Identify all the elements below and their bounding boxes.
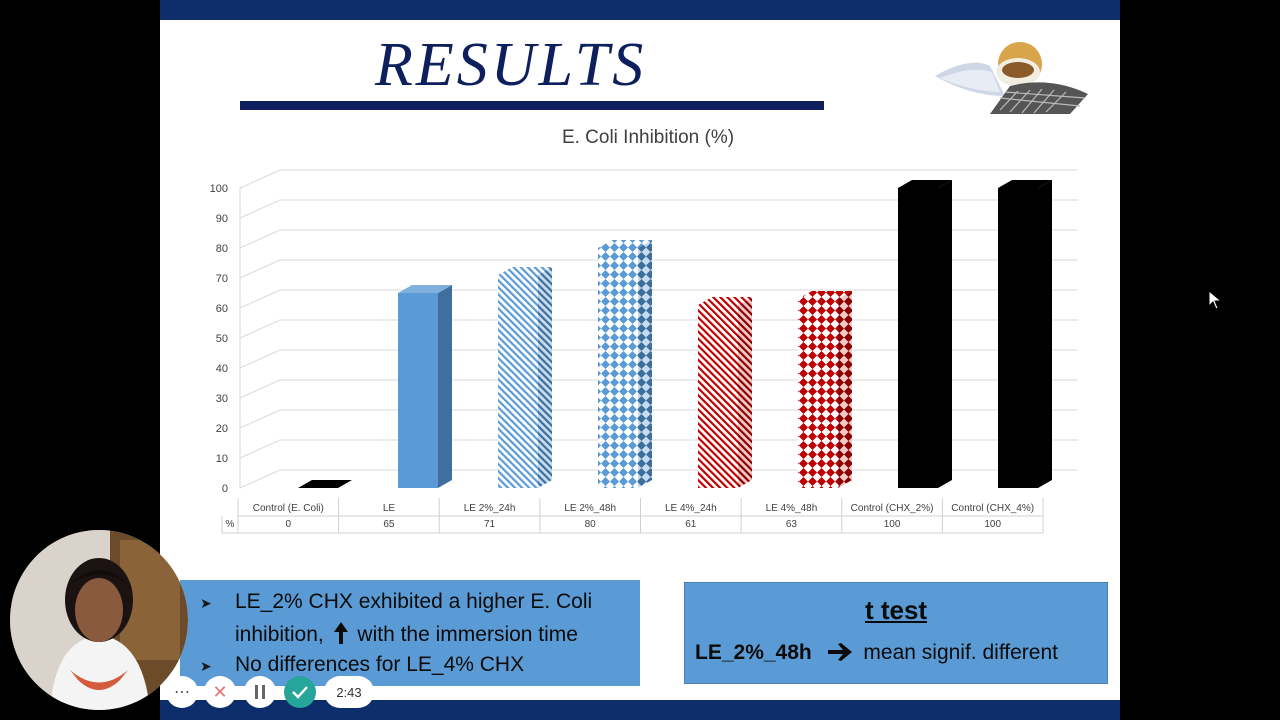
data-label: 80 bbox=[585, 519, 597, 530]
chart-y-axis: 0 10 20 30 40 50 60 70 80 90 100 bbox=[210, 183, 228, 495]
gridline bbox=[239, 439, 1078, 459]
y-tick-label: 40 bbox=[216, 363, 228, 375]
mouse-cursor-icon bbox=[1208, 290, 1222, 310]
slide-bottom-bar bbox=[160, 700, 1120, 720]
gridline bbox=[239, 319, 1078, 339]
gridline bbox=[239, 229, 1078, 249]
y-tick-label: 90 bbox=[216, 213, 228, 225]
gridline bbox=[239, 169, 1078, 189]
up-arrow-icon bbox=[333, 622, 348, 644]
category-label: LE 4%_24h bbox=[665, 503, 717, 514]
category-label: Control (CHX_2%) bbox=[851, 503, 934, 514]
category-label: Control (E. Coli) bbox=[253, 503, 324, 514]
y-tick-label: 30 bbox=[216, 393, 228, 405]
bar bbox=[898, 180, 952, 488]
ttest-result-text: mean signif. different bbox=[863, 641, 1058, 664]
data-label: 61 bbox=[685, 519, 697, 530]
data-label: 71 bbox=[484, 519, 496, 530]
y-tick-label: 60 bbox=[216, 303, 228, 315]
check-icon[interactable] bbox=[284, 676, 316, 708]
findings-box: ➤ LE_2% CHX exhibited a higher E. Coli i… bbox=[180, 580, 640, 686]
right-arrow-icon bbox=[827, 641, 852, 665]
chart-grid bbox=[239, 169, 1078, 489]
data-label: 65 bbox=[383, 519, 395, 530]
gridline bbox=[239, 409, 1078, 429]
arrow-bullet-icon: ➤ bbox=[200, 658, 212, 674]
y-tick-label: 0 bbox=[222, 483, 228, 495]
close-icon[interactable]: ✕ bbox=[204, 676, 236, 708]
category-label: Control (CHX_4%) bbox=[951, 503, 1034, 514]
data-label: 0 bbox=[286, 519, 292, 530]
presentation-slide: RESULTS bbox=[160, 0, 1120, 720]
finding-line-1: LE_2% CHX exhibited a higher E. Coli bbox=[235, 590, 593, 613]
gridline bbox=[239, 199, 1078, 219]
data-label: 100 bbox=[984, 519, 1001, 530]
more-icon[interactable]: ⋯ bbox=[166, 676, 198, 708]
webcam-video bbox=[10, 530, 188, 710]
bar bbox=[698, 297, 752, 488]
bar-chart: E. Coli Inhibition (%) 0 10 20 30 40 50 60 70 80… bbox=[210, 127, 1078, 534]
y-tick-label: 50 bbox=[216, 333, 228, 345]
pause-icon[interactable] bbox=[244, 676, 276, 708]
category-label: LE bbox=[383, 503, 396, 514]
slide-top-bar bbox=[160, 0, 1120, 20]
y-tick-label: 20 bbox=[216, 423, 228, 435]
gridline bbox=[239, 379, 1078, 399]
slide-title: RESULTS bbox=[375, 31, 647, 99]
bar bbox=[298, 480, 352, 488]
title-underline bbox=[240, 101, 824, 110]
finding-line-2: inhibition, with the immersion time bbox=[235, 622, 578, 647]
data-label: 100 bbox=[884, 519, 901, 530]
ttest-result: LE_2%_48h mean signif. different bbox=[695, 641, 1058, 665]
table-series-label: % bbox=[226, 519, 235, 530]
category-label: LE 2%_48h bbox=[564, 503, 616, 514]
category-label: LE 4%_48h bbox=[766, 503, 818, 514]
gridline bbox=[239, 259, 1078, 279]
chart-data-table: % Control (E. Coli) 0 LE 65 LE 2%_24h 71 LE 2%_… bbox=[221, 498, 1044, 534]
recording-time: 2:43 bbox=[324, 676, 374, 708]
finding-line-2-start: inhibition, bbox=[235, 623, 324, 646]
y-tick-label: 100 bbox=[210, 183, 228, 195]
ttest-title: t test bbox=[864, 595, 928, 625]
y-tick-label: 80 bbox=[216, 243, 228, 255]
finding-line-3: No differences for LE_4% CHX bbox=[235, 653, 525, 676]
arrow-bullet-icon: ➤ bbox=[200, 595, 212, 611]
bar bbox=[798, 291, 852, 488]
bar bbox=[598, 240, 652, 488]
finding-line-2-end: with the immersion time bbox=[357, 623, 578, 646]
bar bbox=[398, 285, 452, 488]
category-label: LE 2%_24h bbox=[464, 503, 516, 514]
bar bbox=[998, 180, 1052, 488]
gridline bbox=[239, 349, 1078, 369]
chart-bars bbox=[298, 180, 1052, 488]
data-label: 63 bbox=[786, 519, 798, 530]
y-tick-label: 10 bbox=[216, 453, 228, 465]
bar bbox=[498, 267, 552, 488]
ttest-group: LE_2%_48h bbox=[695, 641, 812, 664]
ttest-box: t test LE_2%_48h mean signif. different bbox=[684, 582, 1108, 684]
chart-title: E. Coli Inhibition (%) bbox=[562, 127, 734, 148]
gridline bbox=[239, 289, 1078, 309]
gridline bbox=[239, 469, 1078, 489]
logo-image bbox=[935, 42, 1088, 114]
y-tick-label: 70 bbox=[216, 273, 228, 285]
